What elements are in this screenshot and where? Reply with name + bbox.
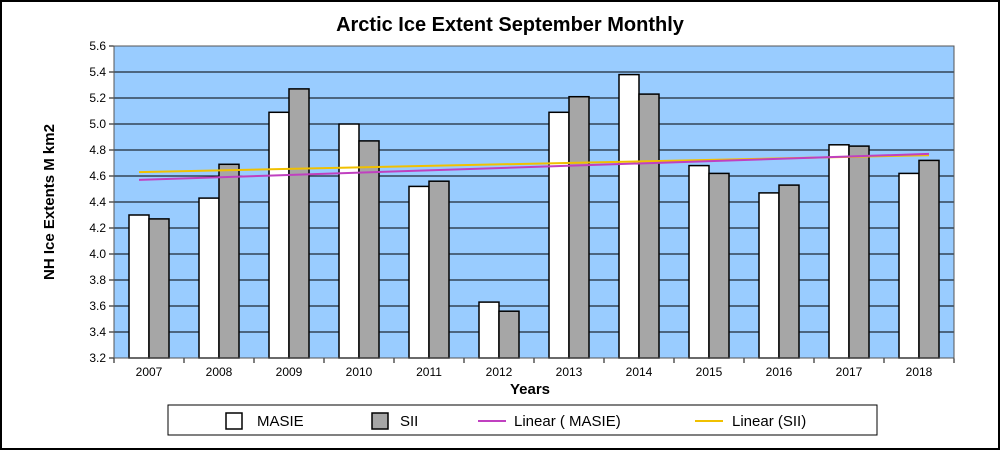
trendline-masie (138, 152, 930, 181)
legend-box (167, 404, 878, 436)
legend-label-sii: SII (400, 413, 418, 430)
x-tick-label: 2013 (556, 365, 583, 379)
bar-masie-2009 (268, 111, 290, 359)
x-tick-label: 2010 (346, 365, 373, 379)
bar-masie-2013 (548, 111, 570, 359)
x-tick-label: 2007 (136, 365, 163, 379)
y-tick-label: 4.2 (89, 221, 106, 235)
bar-masie-2016 (758, 192, 780, 359)
x-tick-label: 2011 (416, 365, 442, 379)
bar-sii-2008 (218, 163, 240, 359)
x-tick-label: 2015 (696, 365, 723, 379)
legend-label-linear-masie: Linear ( MASIE) (514, 413, 621, 430)
x-tick-label: 2014 (626, 365, 653, 379)
bar-masie-2007 (128, 214, 150, 359)
y-axis-label: NH Ice Extents M km2 (41, 124, 58, 280)
y-tick-label: 5.6 (89, 39, 106, 53)
bar-sii-2015 (708, 172, 730, 359)
legend-swatch-masie (225, 412, 243, 430)
plot-border (113, 45, 955, 359)
bar-masie-2012 (478, 301, 500, 359)
x-axis-label: Years (510, 381, 550, 398)
x-tick-label: 2008 (206, 365, 233, 379)
bar-masie-2015 (688, 164, 710, 359)
x-tick-label: 2016 (766, 365, 793, 379)
bar-sii-2009 (288, 88, 310, 359)
bar-sii-2017 (848, 145, 870, 359)
y-tick-label: 3.6 (89, 299, 106, 313)
bar-sii-2012 (498, 310, 520, 359)
y-tick-label: 3.8 (89, 273, 106, 287)
bar-masie-2010 (338, 123, 360, 359)
y-tick-label: 3.2 (89, 351, 106, 365)
bar-sii-2007 (148, 218, 170, 359)
legend: MASIE SII Linear ( MASIE) Linear (SII) (167, 404, 878, 436)
bar-masie-2018 (898, 172, 920, 359)
legend-label-linear-sii: Linear (SII) (732, 413, 806, 430)
chart-title: Arctic Ice Extent September Monthly (336, 14, 685, 36)
y-tick-label: 4.6 (89, 169, 106, 183)
x-tick-label: 2012 (486, 365, 513, 379)
y-tick-label: 4.8 (89, 143, 106, 157)
y-tick-label: 5.0 (89, 117, 106, 131)
bar-masie-2017 (828, 144, 850, 359)
y-tick-label: 3.4 (89, 325, 106, 339)
x-tick-label: 2009 (276, 365, 303, 379)
bar-sii-2016 (778, 184, 800, 359)
bar-masie-2014 (618, 73, 640, 359)
bar-sii-2013 (568, 95, 590, 359)
y-tick-label: 5.4 (89, 65, 106, 79)
bar-masie-2008 (198, 197, 220, 359)
legend-label-masie: MASIE (257, 413, 304, 430)
bar-sii-2011 (428, 180, 450, 359)
x-tick-label: 2018 (906, 365, 933, 379)
bar-masie-2011 (408, 185, 430, 359)
x-tick-label: 2017 (836, 365, 863, 379)
legend-swatch-sii (371, 412, 389, 430)
y-tick-label: 4.4 (89, 195, 106, 209)
bar-sii-2018 (918, 159, 940, 359)
bar-sii-2014 (638, 93, 660, 359)
y-tick-label: 4.0 (89, 247, 106, 261)
y-tick-label: 5.2 (89, 91, 106, 105)
